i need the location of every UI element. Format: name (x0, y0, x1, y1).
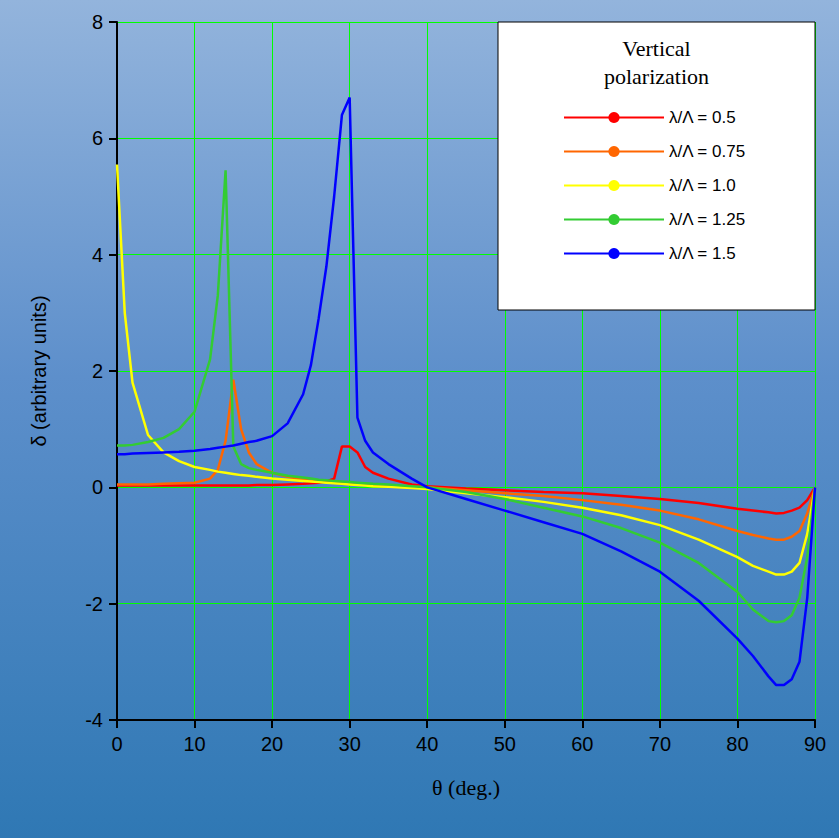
svg-text:6: 6 (92, 127, 103, 149)
svg-text:4: 4 (92, 244, 103, 266)
svg-text:8: 8 (92, 11, 103, 33)
svg-text:0: 0 (92, 476, 103, 498)
svg-text:λ/Λ = 0.75: λ/Λ = 0.75 (669, 142, 745, 161)
svg-text:2: 2 (92, 360, 103, 382)
svg-text:10: 10 (183, 733, 205, 755)
svg-text:70: 70 (649, 733, 671, 755)
svg-text:polarization: polarization (604, 64, 709, 89)
svg-text:θ (deg.): θ (deg.) (432, 775, 500, 800)
svg-text:λ/Λ = 0.5: λ/Λ = 0.5 (669, 108, 736, 127)
svg-text:90: 90 (804, 733, 826, 755)
svg-text:-4: -4 (85, 709, 103, 731)
svg-text:δ (arbitrary units): δ (arbitrary units) (28, 295, 50, 446)
svg-text:80: 80 (726, 733, 748, 755)
svg-text:40: 40 (416, 733, 438, 755)
svg-text:λ/Λ = 1.5: λ/Λ = 1.5 (669, 244, 736, 263)
svg-text:20: 20 (261, 733, 283, 755)
svg-text:Vertical: Vertical (622, 36, 690, 61)
svg-text:λ/Λ = 1.0: λ/Λ = 1.0 (669, 176, 736, 195)
svg-text:30: 30 (339, 733, 361, 755)
svg-text:60: 60 (571, 733, 593, 755)
svg-text:50: 50 (494, 733, 516, 755)
svg-text:-2: -2 (85, 593, 103, 615)
svg-text:λ/Λ = 1.25: λ/Λ = 1.25 (669, 210, 745, 229)
svg-text:0: 0 (111, 733, 122, 755)
